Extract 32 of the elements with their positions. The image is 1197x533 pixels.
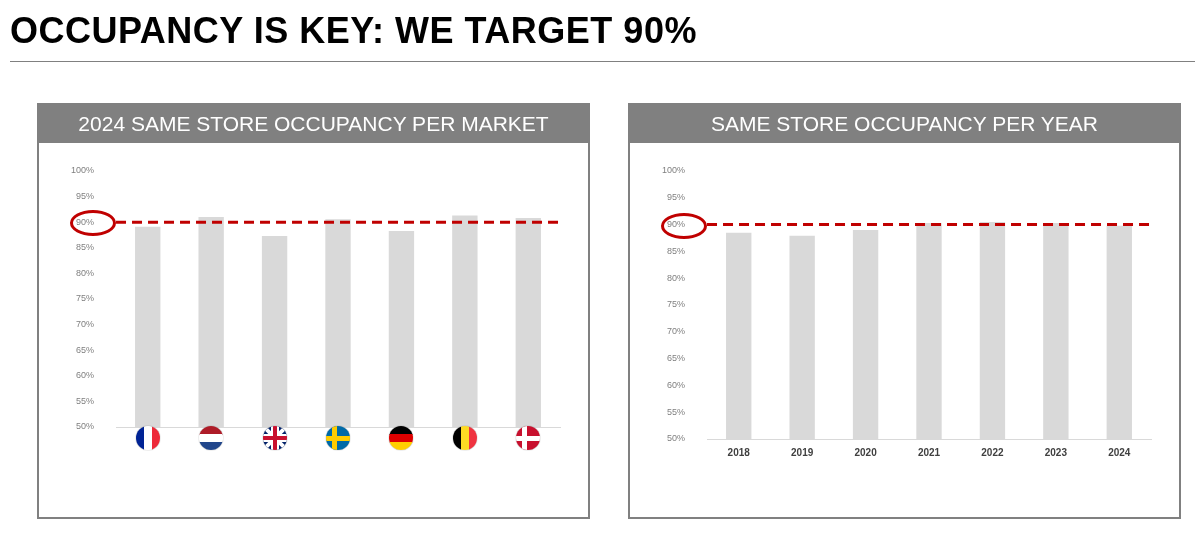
y-tick-label: 55% (667, 406, 686, 417)
y-tick-label: 75% (667, 299, 686, 310)
y-tick-label: 85% (667, 245, 686, 256)
y-tick-label: 55% (76, 395, 95, 406)
y-tick-label: 95% (76, 191, 95, 202)
y-tick-label: 65% (667, 353, 686, 364)
y-tick-label: 60% (76, 370, 95, 381)
chart-title: SAME STORE OCCUPANCY PER YEAR (630, 105, 1179, 143)
y-tick-label: 95% (667, 192, 686, 203)
y-tick-label: 80% (667, 272, 686, 283)
y-tick-label: 50% (667, 433, 686, 444)
y-tick-label: 70% (667, 326, 686, 337)
y-tick-label: 90% (667, 219, 686, 230)
x-tick-label: 2018 (727, 446, 751, 458)
y-tick-label: 50% (76, 421, 95, 432)
y-tick-label: 100% (661, 165, 686, 176)
y-tick-label: 60% (667, 379, 686, 390)
y-tick-label: 65% (76, 344, 95, 355)
y-tick-label: 75% (76, 293, 95, 304)
y-tick-label: 80% (76, 267, 95, 278)
text: OCCUPANCY IS KEY: WE TARGET 90% (10, 10, 697, 52)
y-tick-label: 70% (76, 319, 95, 330)
x-tick-label: 2022 (981, 446, 1004, 458)
x-tick-label: 2023 (1044, 446, 1068, 458)
x-tick-label: 2019 (791, 446, 814, 458)
x-tick-label: 2020 (854, 446, 878, 458)
chart-title: 2024 SAME STORE OCCUPANCY PER MARKET (39, 105, 588, 143)
x-tick-label: 2021 (917, 446, 941, 458)
y-tick-label: 100% (70, 165, 95, 176)
y-tick-label: 90% (76, 216, 95, 227)
y-tick-label: 85% (76, 242, 95, 253)
x-tick-label: 2024 (1108, 446, 1131, 458)
